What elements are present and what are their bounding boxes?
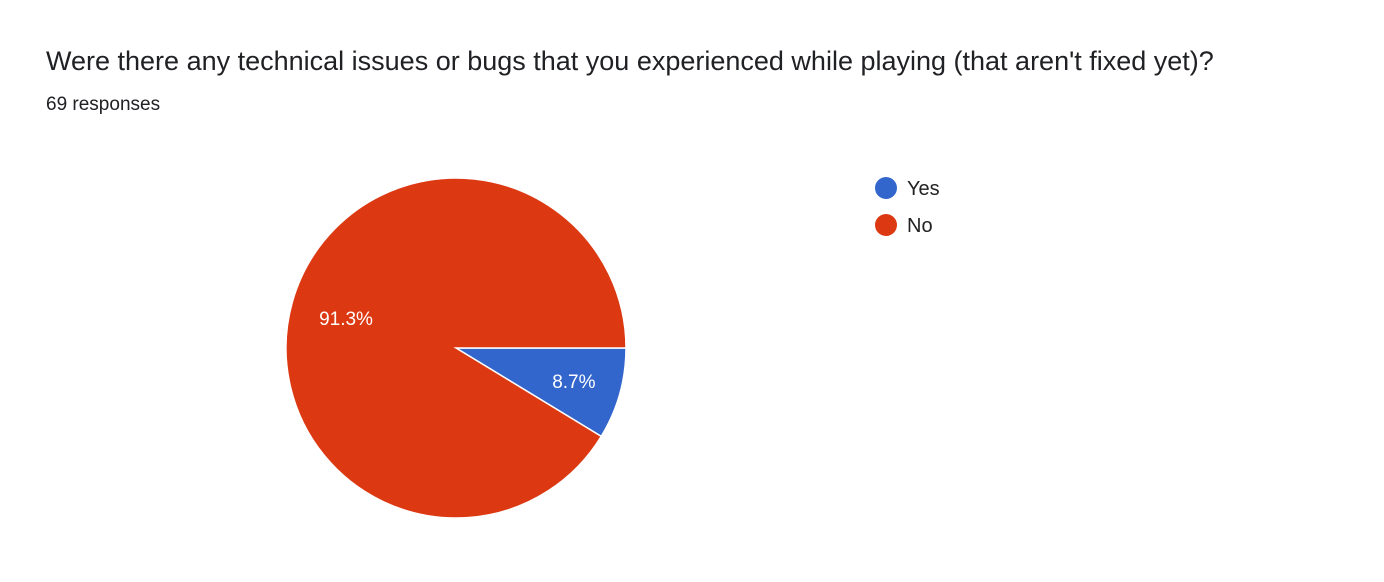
- question-title: Were there any technical issues or bugs …: [46, 46, 1214, 76]
- legend-label: Yes: [907, 178, 940, 200]
- legend-label: No: [907, 215, 933, 237]
- legend-item-no[interactable]: No: [875, 214, 933, 237]
- pie-slice-yes[interactable]: [453, 347, 627, 438]
- pie-slice-no[interactable]: [285, 177, 627, 519]
- slice-label-no: 91.3%: [319, 309, 373, 330]
- legend-item-yes[interactable]: Yes: [875, 177, 940, 200]
- slice-label-yes: 8.7%: [552, 372, 595, 393]
- legend-swatch: [875, 177, 897, 199]
- response-count: 69 responses: [46, 94, 161, 115]
- legend-swatch: [875, 214, 897, 236]
